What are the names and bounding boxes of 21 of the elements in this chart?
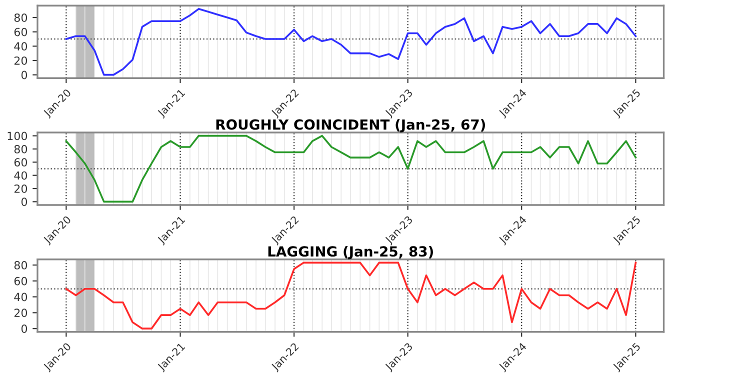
y-tick-label: 60 — [14, 276, 28, 286]
y-tick-label: 100 — [8, 132, 28, 140]
y-tick-label: 80 — [14, 144, 28, 154]
line-series — [65, 8, 637, 76]
y-tick-label: 20 — [14, 56, 28, 65]
line-series — [65, 134, 637, 203]
y-tick-label: 20 — [14, 184, 28, 193]
y-tick-label: 0 — [21, 324, 28, 333]
y-tick-label: 40 — [14, 42, 28, 51]
y-tick-label: 80 — [14, 13, 28, 22]
y-tick-label: 60 — [14, 158, 28, 167]
y-tick-label: 40 — [14, 292, 28, 302]
y-tick-label: 40 — [14, 171, 28, 180]
chart-title: ROUGHLY COINCIDENT (Jan-25, 67) — [216, 119, 485, 132]
y-tick-label: 80 — [14, 261, 28, 270]
y-tick-label: 0 — [21, 70, 28, 80]
y-tick-label: 20 — [14, 308, 28, 318]
y-tick-label: 60 — [14, 28, 28, 36]
y-tick-label: 0 — [21, 198, 28, 206]
line-series — [65, 262, 637, 330]
chart-title: LAGGING (Jan-25, 83) — [268, 246, 433, 260]
